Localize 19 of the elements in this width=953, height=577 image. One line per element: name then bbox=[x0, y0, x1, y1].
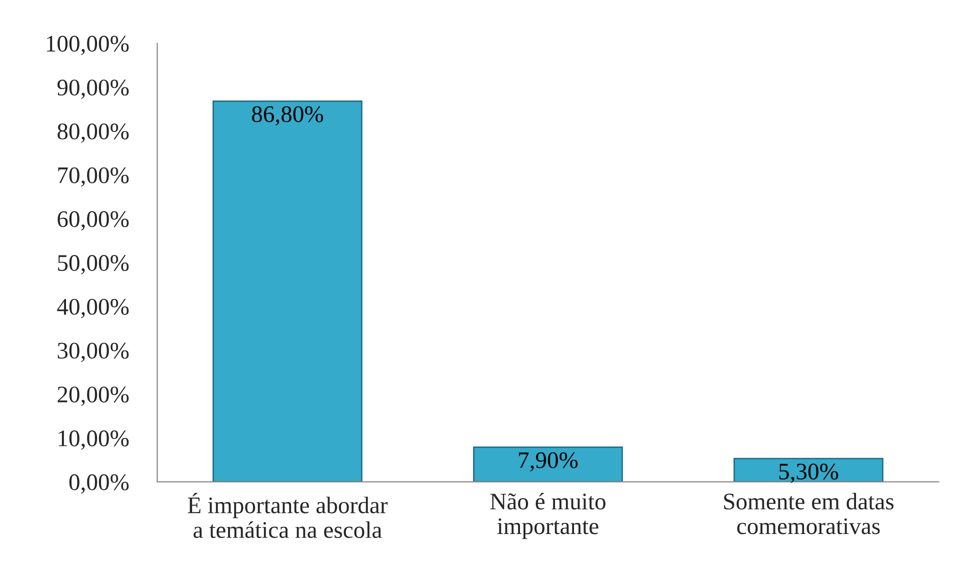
y-tick-label: 10,00% bbox=[58, 430, 129, 450]
y-tick-label: 70,00% bbox=[58, 167, 129, 187]
x-tick-label: Somente em datas comemorativas bbox=[724, 492, 894, 534]
y-tick-label: 20,00% bbox=[58, 386, 129, 406]
x-tick-label: Não é muito importante bbox=[490, 492, 606, 540]
data-label: 5,30% bbox=[779, 464, 838, 483]
y-tick-label: 100,00% bbox=[46, 36, 129, 56]
x-tick-label: É importante abordar a temática na escola bbox=[188, 492, 388, 538]
y-tick-label: 50,00% bbox=[58, 255, 129, 274]
data-label: 86,80% bbox=[252, 106, 324, 126]
bar bbox=[212, 100, 362, 482]
y-tick-label: 0,00% bbox=[69, 474, 129, 494]
y-tick-label: 90,00% bbox=[57, 80, 129, 99]
data-label: 7,90% bbox=[519, 452, 578, 472]
y-tick-label: 80,00% bbox=[58, 123, 129, 143]
bar bbox=[473, 446, 623, 482]
y-tick-label: 60,00% bbox=[58, 211, 129, 231]
y-tick-label: 30,00% bbox=[58, 342, 129, 362]
y-tick-label: 40,00% bbox=[57, 298, 129, 318]
